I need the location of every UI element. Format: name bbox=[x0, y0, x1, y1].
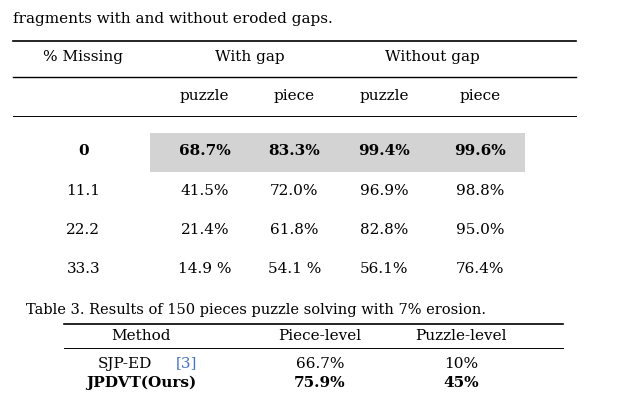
Text: 66.7%: 66.7% bbox=[296, 356, 344, 371]
Text: 21.4%: 21.4% bbox=[180, 223, 229, 237]
Text: 10%: 10% bbox=[444, 356, 478, 371]
Text: Without gap: Without gap bbox=[385, 50, 479, 64]
Text: puzzle: puzzle bbox=[180, 89, 230, 103]
Text: 45%: 45% bbox=[443, 376, 479, 390]
Text: 83.3%: 83.3% bbox=[269, 144, 320, 158]
Text: 72.0%: 72.0% bbox=[270, 184, 319, 198]
Text: 41.5%: 41.5% bbox=[180, 184, 229, 198]
Text: puzzle: puzzle bbox=[359, 89, 409, 103]
Text: fragments with and without eroded gaps.: fragments with and without eroded gaps. bbox=[13, 12, 333, 26]
Text: SJP-ED: SJP-ED bbox=[98, 356, 152, 371]
Text: [3]: [3] bbox=[176, 356, 197, 371]
Text: 33.3: 33.3 bbox=[67, 262, 100, 276]
Text: 98.8%: 98.8% bbox=[456, 184, 504, 198]
Text: 56.1%: 56.1% bbox=[360, 262, 408, 276]
Text: 96.9%: 96.9% bbox=[360, 184, 408, 198]
Text: 61.8%: 61.8% bbox=[270, 223, 319, 237]
Text: Table 3. Results of 150 pieces puzzle solving with 7% erosion.: Table 3. Results of 150 pieces puzzle so… bbox=[26, 303, 486, 318]
Text: 95.0%: 95.0% bbox=[456, 223, 504, 237]
Text: Piece-level: Piece-level bbox=[278, 329, 362, 343]
Text: Puzzle-level: Puzzle-level bbox=[415, 329, 506, 343]
Text: 54.1 %: 54.1 % bbox=[268, 262, 321, 276]
Text: 99.6%: 99.6% bbox=[454, 144, 506, 158]
Text: 0: 0 bbox=[78, 144, 88, 158]
FancyBboxPatch shape bbox=[150, 133, 525, 172]
Text: 68.7%: 68.7% bbox=[179, 144, 230, 158]
Text: 11.1: 11.1 bbox=[66, 184, 100, 198]
Text: 76.4%: 76.4% bbox=[456, 262, 504, 276]
Text: 75.9%: 75.9% bbox=[294, 376, 346, 390]
Text: Method: Method bbox=[111, 329, 170, 343]
Text: 99.4%: 99.4% bbox=[358, 144, 410, 158]
Text: piece: piece bbox=[460, 89, 500, 103]
Text: 82.8%: 82.8% bbox=[360, 223, 408, 237]
Text: % Missing: % Missing bbox=[44, 50, 123, 64]
Text: JPDVT(Ours): JPDVT(Ours) bbox=[86, 376, 196, 390]
Text: With gap: With gap bbox=[215, 50, 284, 64]
Text: 14.9 %: 14.9 % bbox=[178, 262, 232, 276]
Text: piece: piece bbox=[274, 89, 315, 103]
Text: 22.2: 22.2 bbox=[66, 223, 100, 237]
